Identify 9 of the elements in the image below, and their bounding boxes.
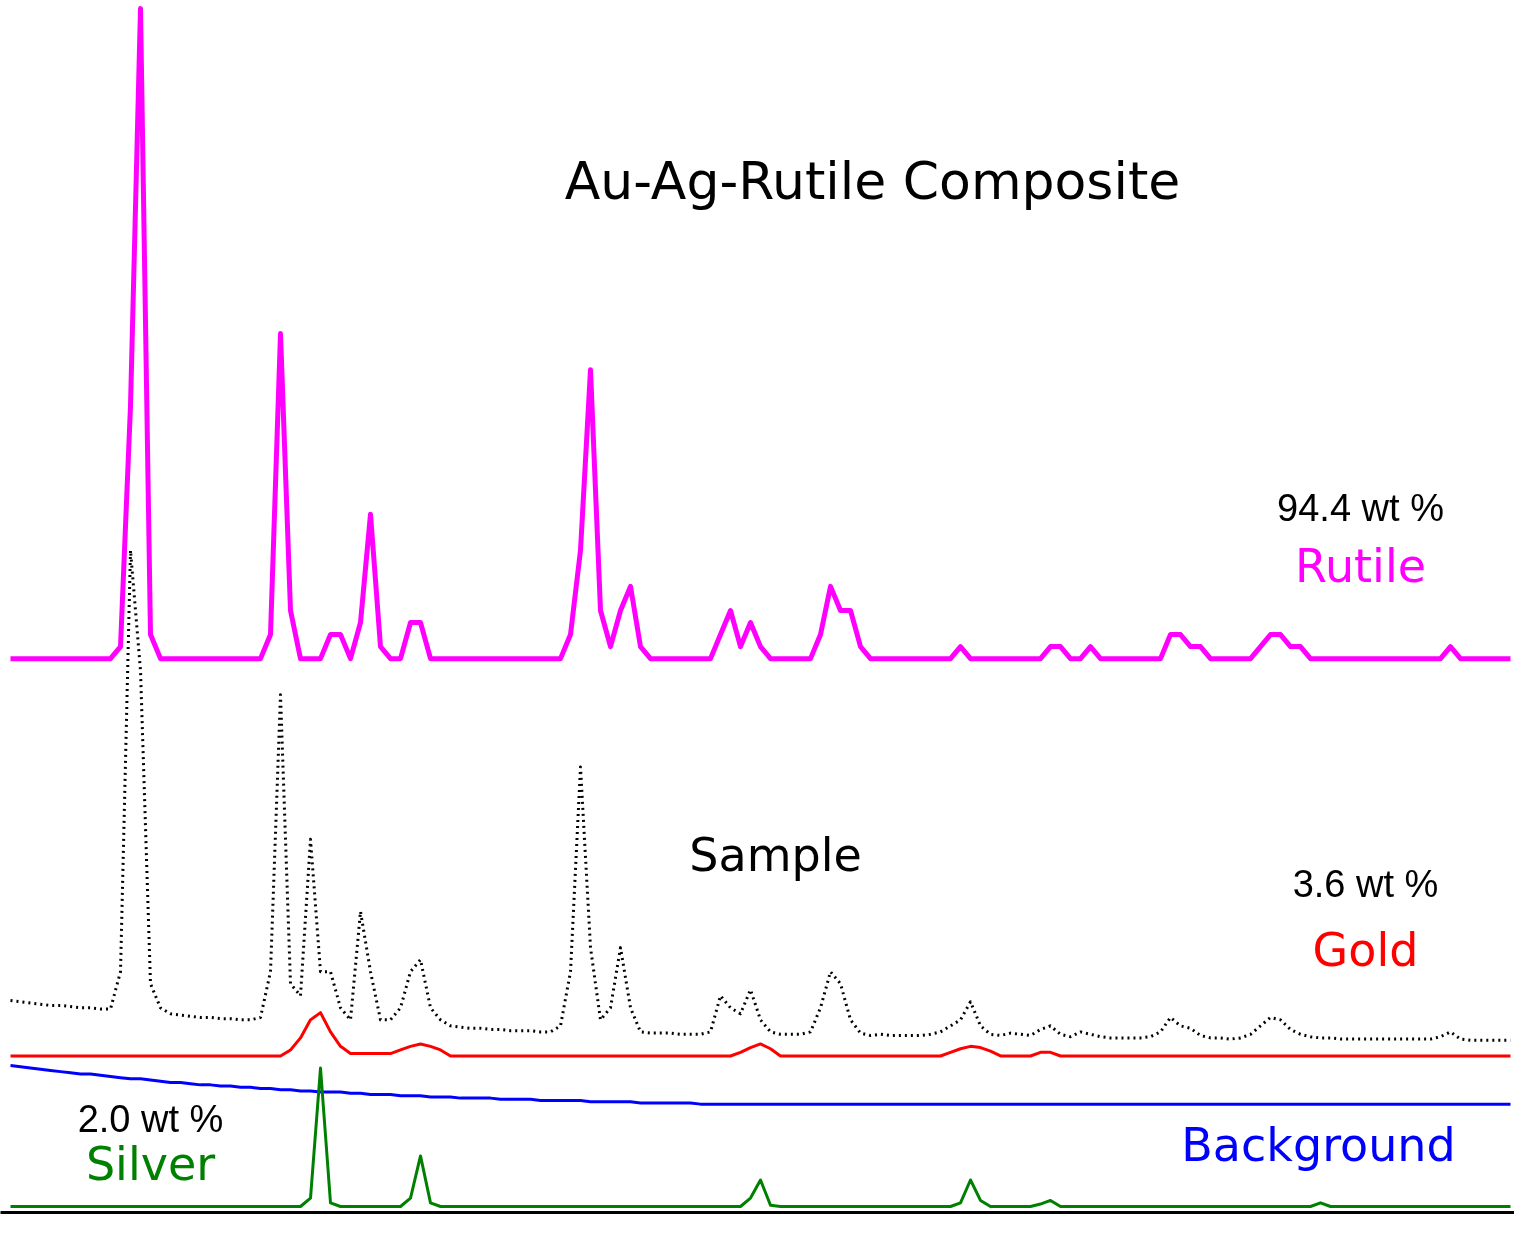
- text: Sample: [689, 827, 862, 882]
- series-label: Rutile: [1295, 538, 1426, 593]
- annotation: 3.6 wt %: [1292, 862, 1439, 905]
- series-label: Background: [1181, 1118, 1456, 1173]
- series-label: Gold: [1312, 923, 1419, 978]
- series-label: Silver: [85, 1137, 216, 1192]
- text: Au-Ag-Rutile Composite: [564, 150, 1181, 211]
- annotation: 2.0 wt %: [77, 1097, 224, 1140]
- annotation: 94.4 wt %: [1277, 487, 1444, 530]
